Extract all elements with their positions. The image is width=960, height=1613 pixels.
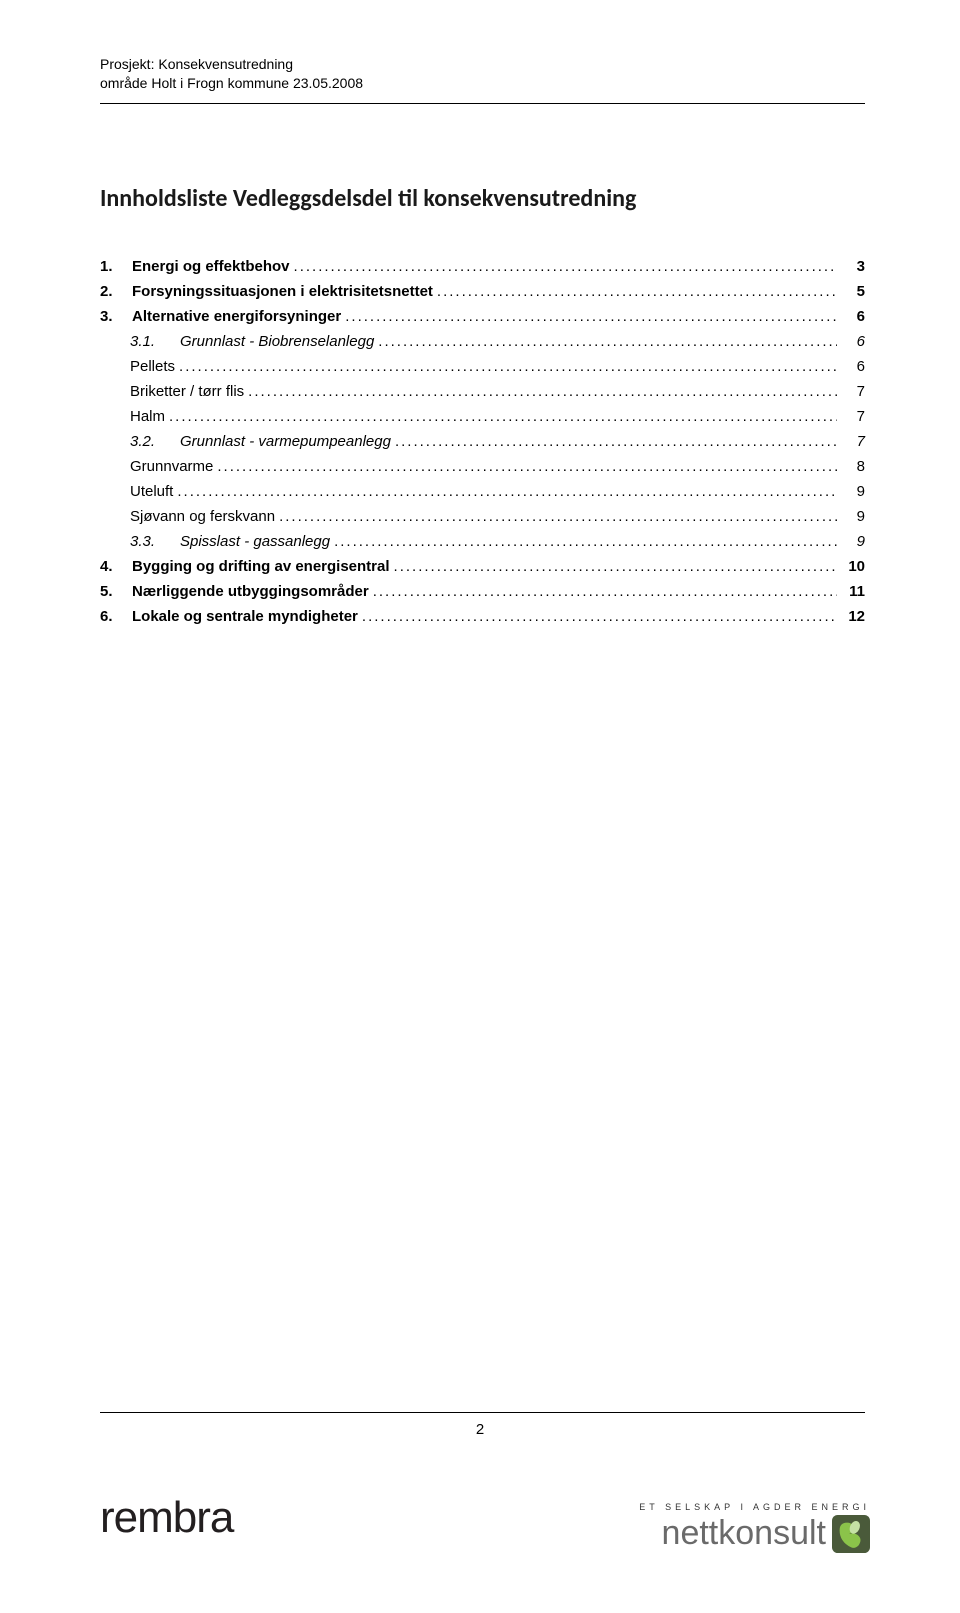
toc-leader-dots: ........................................… <box>394 558 837 575</box>
logo-right-icon <box>832 1515 870 1553</box>
toc-number: 1. <box>100 258 132 275</box>
toc-page: 7 <box>841 433 865 450</box>
toc-entry: 3.1.Grunnlast - Biobrenselanlegg........… <box>100 333 865 350</box>
toc-label: Alternative energiforsyninger <box>132 308 341 325</box>
logo-right-main: nettkonsult <box>639 1514 870 1553</box>
toc-label: Nærliggende utbyggingsområder <box>132 583 369 600</box>
toc-label: Sjøvann og ferskvann <box>130 508 275 525</box>
page-number: 2 <box>476 1421 484 1438</box>
toc-number: 3.2. <box>130 433 180 450</box>
toc-number: 4. <box>100 558 132 575</box>
toc-entry: 4.Bygging og drifting av energisentral..… <box>100 558 865 575</box>
toc-leader-dots: ........................................… <box>373 583 837 600</box>
toc-entry: Sjøvann og ferskvann....................… <box>100 508 865 525</box>
toc-entry: 3.3.Spisslast - gassanlegg..............… <box>100 533 865 550</box>
toc-number: 3.1. <box>130 333 180 350</box>
toc-page: 12 <box>841 608 865 625</box>
toc-leader-dots: ........................................… <box>177 483 837 500</box>
toc-leader-dots: ........................................… <box>362 608 837 625</box>
toc-leader-dots: ........................................… <box>179 358 837 375</box>
toc-entry: Briketter / tørr flis...................… <box>100 383 865 400</box>
toc-entry: 3.Alternative energiforsyninger.........… <box>100 308 865 325</box>
toc-page: 6 <box>841 333 865 350</box>
toc-label: Grunnlast - varmepumpeanlegg <box>180 433 391 450</box>
toc-entry: Uteluft.................................… <box>100 483 865 500</box>
toc-label: Energi og effektbehov <box>132 258 290 275</box>
toc-entry: Halm....................................… <box>100 408 865 425</box>
toc-label: Lokale og sentrale myndigheter <box>132 608 358 625</box>
toc-page: 8 <box>841 458 865 475</box>
toc-number: 5. <box>100 583 132 600</box>
toc-page: 6 <box>841 308 865 325</box>
toc-leader-dots: ........................................… <box>279 508 837 525</box>
toc-number: 2. <box>100 283 132 300</box>
toc-page: 3 <box>841 258 865 275</box>
toc-number: 6. <box>100 608 132 625</box>
toc-page: 9 <box>841 533 865 550</box>
toc-leader-dots: ........................................… <box>395 433 837 450</box>
toc-leader-dots: ........................................… <box>437 283 837 300</box>
toc-label: Bygging og drifting av energisentral <box>132 558 390 575</box>
content-area: Innholdsliste Vedleggsdelsdel til konsek… <box>100 184 865 625</box>
toc-page: 9 <box>841 508 865 525</box>
toc-entry: 6.Lokale og sentrale myndigheter........… <box>100 608 865 625</box>
header-line1: Prosjekt: Konsekvensutredning <box>100 55 865 74</box>
toc-entry: 3.2.Grunnlast - varmepumpeanlegg........… <box>100 433 865 450</box>
toc-entry: Pellets.................................… <box>100 358 865 375</box>
toc-title: Innholdsliste Vedleggsdelsdel til konsek… <box>100 184 865 213</box>
toc-entry: 5.Nærliggende utbyggingsområder.........… <box>100 583 865 600</box>
toc-page: 9 <box>841 483 865 500</box>
toc-label: Pellets <box>130 358 175 375</box>
page-header: Prosjekt: Konsekvensutredning område Hol… <box>100 55 865 104</box>
logo-left: rembra <box>100 1493 233 1543</box>
logo-right-name: nettkonsult <box>662 1514 826 1553</box>
toc-label: Grunnlast - Biobrenselanlegg <box>180 333 374 350</box>
toc-number: 3.3. <box>130 533 180 550</box>
toc-label: Uteluft <box>130 483 173 500</box>
toc-page: 5 <box>841 283 865 300</box>
toc-leader-dots: ........................................… <box>378 333 837 350</box>
logo-right: ET SELSKAP I AGDER ENERGI nettkonsult <box>639 1502 870 1553</box>
toc-container: 1.Energi og effektbehov.................… <box>100 258 865 625</box>
logo-right-tagline: ET SELSKAP I AGDER ENERGI <box>639 1502 870 1512</box>
toc-label: Briketter / tørr flis <box>130 383 244 400</box>
toc-page: 11 <box>841 583 865 600</box>
toc-page: 6 <box>841 358 865 375</box>
header-divider <box>100 103 865 104</box>
toc-entry: 2.Forsyningssituasjonen i elektrisitetsn… <box>100 283 865 300</box>
toc-page: 7 <box>841 383 865 400</box>
toc-leader-dots: ........................................… <box>294 258 837 275</box>
toc-entry: 1.Energi og effektbehov.................… <box>100 258 865 275</box>
toc-leader-dots: ........................................… <box>345 308 837 325</box>
toc-entry: Grunnvarme..............................… <box>100 458 865 475</box>
toc-page: 10 <box>841 558 865 575</box>
toc-page: 7 <box>841 408 865 425</box>
toc-number: 3. <box>100 308 132 325</box>
toc-leader-dots: ........................................… <box>334 533 837 550</box>
footer-divider <box>100 1412 865 1413</box>
toc-label: Forsyningssituasjonen i elektrisitetsnet… <box>132 283 433 300</box>
toc-leader-dots: ........................................… <box>169 408 837 425</box>
toc-label: Grunnvarme <box>130 458 213 475</box>
toc-leader-dots: ........................................… <box>248 383 837 400</box>
header-line2: område Holt i Frogn kommune 23.05.2008 <box>100 74 865 93</box>
toc-leader-dots: ........................................… <box>217 458 837 475</box>
toc-label: Spisslast - gassanlegg <box>180 533 330 550</box>
toc-label: Halm <box>130 408 165 425</box>
